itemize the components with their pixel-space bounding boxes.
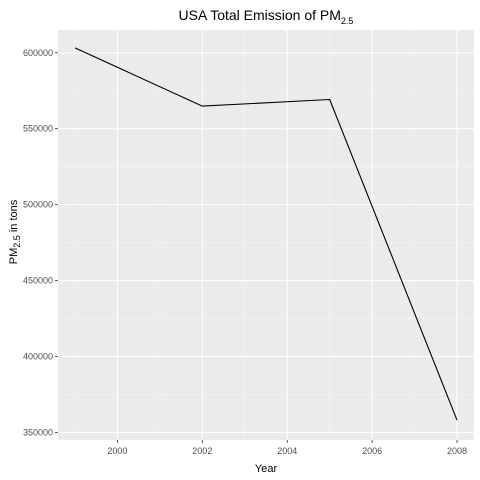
series-line: [74, 47, 458, 421]
y-axis-title-subscript: 2.5: [12, 235, 22, 248]
svg-text:PM2.5 in tons: PM2.5 in tons: [8, 199, 22, 264]
x-tick-label: 2004: [277, 446, 297, 456]
y-tick-label: 400000: [23, 351, 53, 361]
y-axis: 350000 400000 450000 500000 550000 600000: [23, 48, 58, 437]
y-tick-label: 350000: [23, 427, 53, 437]
x-tick-label: 2002: [192, 446, 212, 456]
x-axis-title: Year: [255, 463, 278, 475]
x-axis: 2000 2002 2004 2006 2008: [107, 440, 467, 456]
y-axis-title-suffix: in tons: [8, 199, 20, 235]
grid-minor: [58, 30, 474, 440]
svg-text:USA Total Emission of PM2.5: USA Total Emission of PM2.5: [179, 7, 354, 26]
y-tick-label: 500000: [23, 200, 53, 210]
chart-title-main: USA Total Emission of PM: [179, 7, 341, 23]
y-tick-label: 550000: [23, 124, 53, 134]
grid-major: [58, 30, 474, 440]
x-tick-label: 2006: [362, 446, 382, 456]
y-tick-label: 450000: [23, 276, 53, 286]
chart-title: USA Total Emission of PM2.5: [179, 7, 354, 26]
x-tick-label: 2008: [447, 446, 467, 456]
y-axis-title: PM2.5 in tons: [8, 199, 22, 264]
y-tick-label: 600000: [23, 48, 53, 58]
y-axis-title-main: PM: [8, 248, 20, 265]
chart-title-subscript: 2.5: [341, 16, 354, 26]
series-layer: [74, 47, 458, 421]
plot-panel: [58, 30, 474, 440]
x-tick-label: 2000: [107, 446, 127, 456]
